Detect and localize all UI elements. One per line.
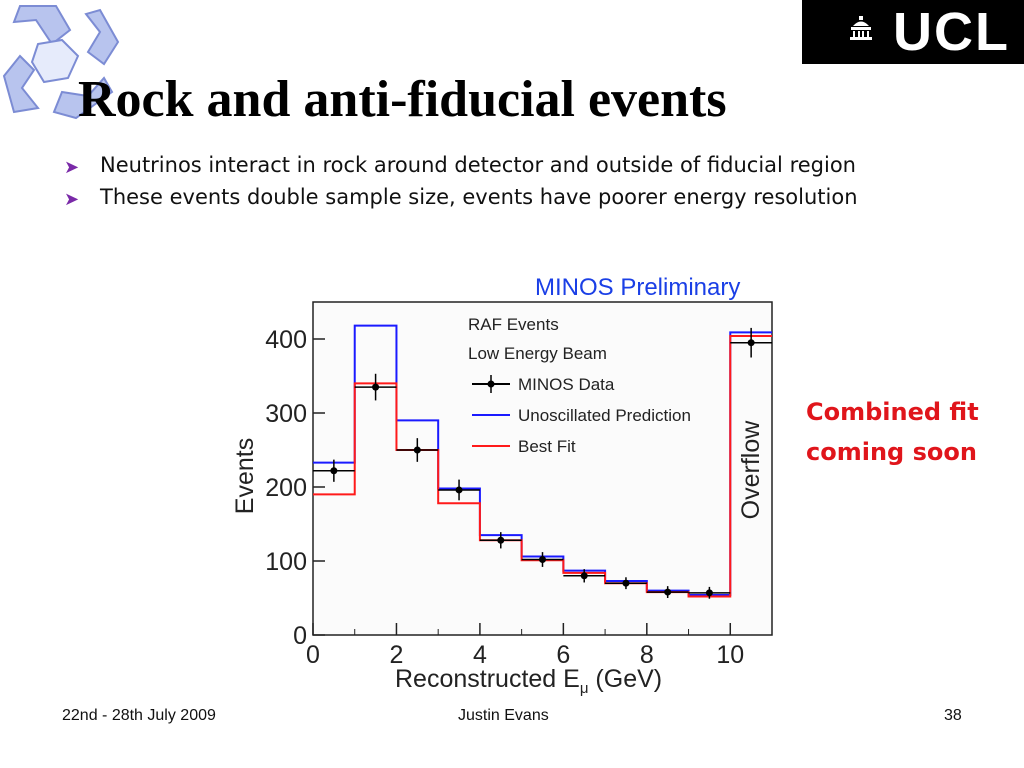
bullet-text: These events double sample size, events … (100, 185, 858, 209)
y-tick-label: 0 (293, 622, 307, 650)
legend-header: Low Energy Beam (468, 344, 607, 363)
institution-logo (2, 5, 120, 120)
data-point (497, 536, 505, 544)
legend-header: RAF Events (468, 315, 559, 334)
callout-line: coming soon (806, 438, 977, 466)
bullet-list: ➤ Neutrinos interact in rock around dete… (62, 152, 962, 216)
data-point (622, 579, 630, 587)
x-tick-label: 2 (390, 641, 404, 669)
x-axis-label-sub: μ (580, 680, 589, 697)
data-point (413, 446, 421, 454)
x-tick-label: 4 (473, 641, 487, 669)
legend-swatch-marker (487, 380, 495, 388)
arrow-bullet-icon: ➤ (64, 157, 80, 178)
callout-note: Combined fit coming soon (806, 392, 979, 472)
x-tick-label: 10 (716, 641, 744, 669)
footer-page-number: 38 (944, 707, 962, 724)
ucl-logo: UCL (802, 0, 1024, 64)
data-point (455, 486, 463, 494)
callout-line: Combined fit (806, 398, 979, 426)
data-point (330, 467, 338, 475)
x-tick-label: 0 (306, 641, 320, 669)
chart-title: MINOS Preliminary (535, 274, 740, 301)
legend-label: Best Fit (518, 437, 576, 456)
plot-area (312, 301, 773, 636)
data-point (664, 588, 672, 596)
data-point (580, 572, 588, 580)
legend-label: MINOS Data (518, 375, 615, 394)
y-axis-label: Events (231, 438, 259, 514)
bullet-text: Neutrinos interact in rock around detect… (100, 153, 856, 177)
x-tick-label: 8 (640, 641, 654, 669)
y-tick-label: 400 (265, 326, 307, 354)
legend-label: Unoscillated Prediction (518, 406, 691, 425)
data-point (372, 383, 380, 391)
data-point (705, 589, 713, 597)
bullet-item: ➤ These events double sample size, event… (62, 184, 962, 210)
x-axis-label-main: Reconstructed E (395, 665, 580, 693)
x-tick-label: 6 (556, 641, 570, 669)
portico-icon (850, 16, 872, 40)
data-point (747, 339, 755, 347)
footer-author: Justin Evans (458, 707, 549, 724)
bullet-item: ➤ Neutrinos interact in rock around dete… (62, 152, 962, 178)
y-tick-label: 300 (265, 400, 307, 428)
y-tick-label: 200 (265, 474, 307, 502)
slide-title: Rock and anti-fiducial events (78, 71, 727, 128)
ucl-logo-text: UCL (893, 2, 1010, 62)
x-axis-label: Reconstructed Eμ (GeV) (395, 665, 662, 697)
data-point (539, 556, 546, 564)
footer-date: 22nd - 28th July 2009 (62, 707, 216, 724)
overflow-label: Overflow (737, 420, 765, 520)
y-tick-label: 100 (265, 548, 307, 576)
arrow-bullet-icon: ➤ (64, 189, 80, 210)
x-axis-label-unit: (GeV) (588, 665, 662, 693)
